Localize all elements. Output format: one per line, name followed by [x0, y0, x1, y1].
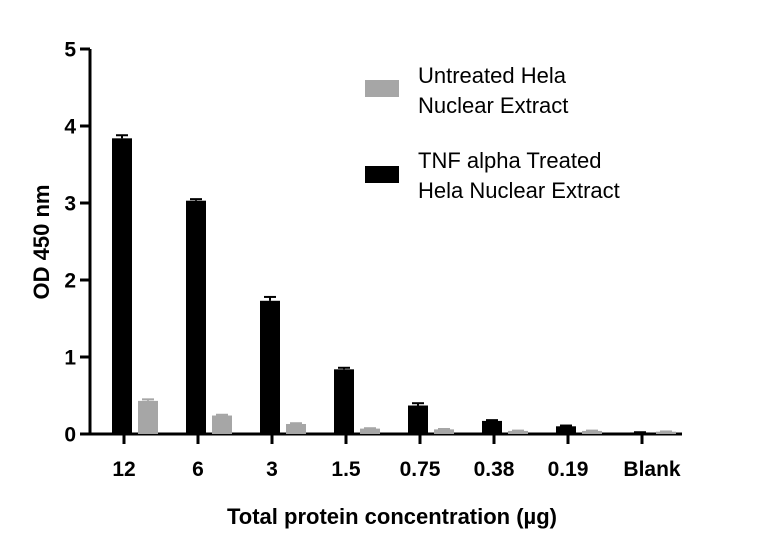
- legend-swatch-untreated: [365, 80, 399, 97]
- x-tick-label: 0.38: [474, 458, 515, 481]
- bar-untreated: [434, 429, 454, 434]
- x-tick-label: 1.5: [331, 458, 361, 481]
- y-tick-label: 3: [64, 193, 76, 216]
- bar-untreated: [360, 428, 380, 434]
- x-tick-label: Blank: [623, 458, 681, 481]
- legend-label: Hela Nuclear Extract: [418, 178, 620, 203]
- x-tick-label: 3: [266, 458, 278, 481]
- x-tick-label: 12: [112, 458, 135, 481]
- bar-tnf-treated: [482, 420, 502, 434]
- legend-label: Nuclear Extract: [418, 93, 568, 118]
- y-axis-title: OD 450 nm: [29, 185, 54, 300]
- y-tick-label: 4: [64, 116, 76, 139]
- legend-label: TNF alpha Treated: [418, 148, 601, 173]
- legend-label: Untreated Hela: [418, 63, 567, 88]
- bar-untreated: [582, 430, 602, 434]
- y-axis: 0 1 2 3 4 5: [64, 39, 92, 447]
- bar-untreated: [212, 415, 232, 434]
- legend-swatch-tnf-treated: [365, 166, 399, 183]
- x-axis-title: Total protein concentration (µg): [227, 504, 557, 529]
- bar-untreated: [138, 400, 158, 434]
- x-tick-label: 6: [192, 458, 204, 481]
- bar-tnf-treated: [408, 405, 428, 434]
- x-tick-label: 0.75: [400, 458, 441, 481]
- y-tick-label: 2: [64, 270, 76, 293]
- bar-tnf-treated: [260, 300, 280, 434]
- bar-tnf-treated: [112, 138, 132, 434]
- bar-untreated: [286, 423, 306, 434]
- bar-untreated: [656, 431, 676, 434]
- y-tick-label: 5: [64, 39, 76, 62]
- y-tick-label: 0: [64, 424, 76, 447]
- bar-tnf-treated: [556, 426, 576, 434]
- bar-tnf-treated: [186, 200, 206, 434]
- bar-tnf-treated: [334, 369, 354, 434]
- bars: [112, 134, 676, 434]
- bar-untreated: [508, 430, 528, 434]
- x-tick-label: 0.19: [548, 458, 589, 481]
- y-tick-label: 1: [64, 347, 76, 370]
- x-axis: 12 6 3 1.5 0.75 0.38 0.19 Blank: [88, 432, 682, 481]
- bar-tnf-treated: [630, 432, 650, 434]
- legend: Untreated Hela Nuclear Extract TNF alpha T…: [365, 63, 620, 203]
